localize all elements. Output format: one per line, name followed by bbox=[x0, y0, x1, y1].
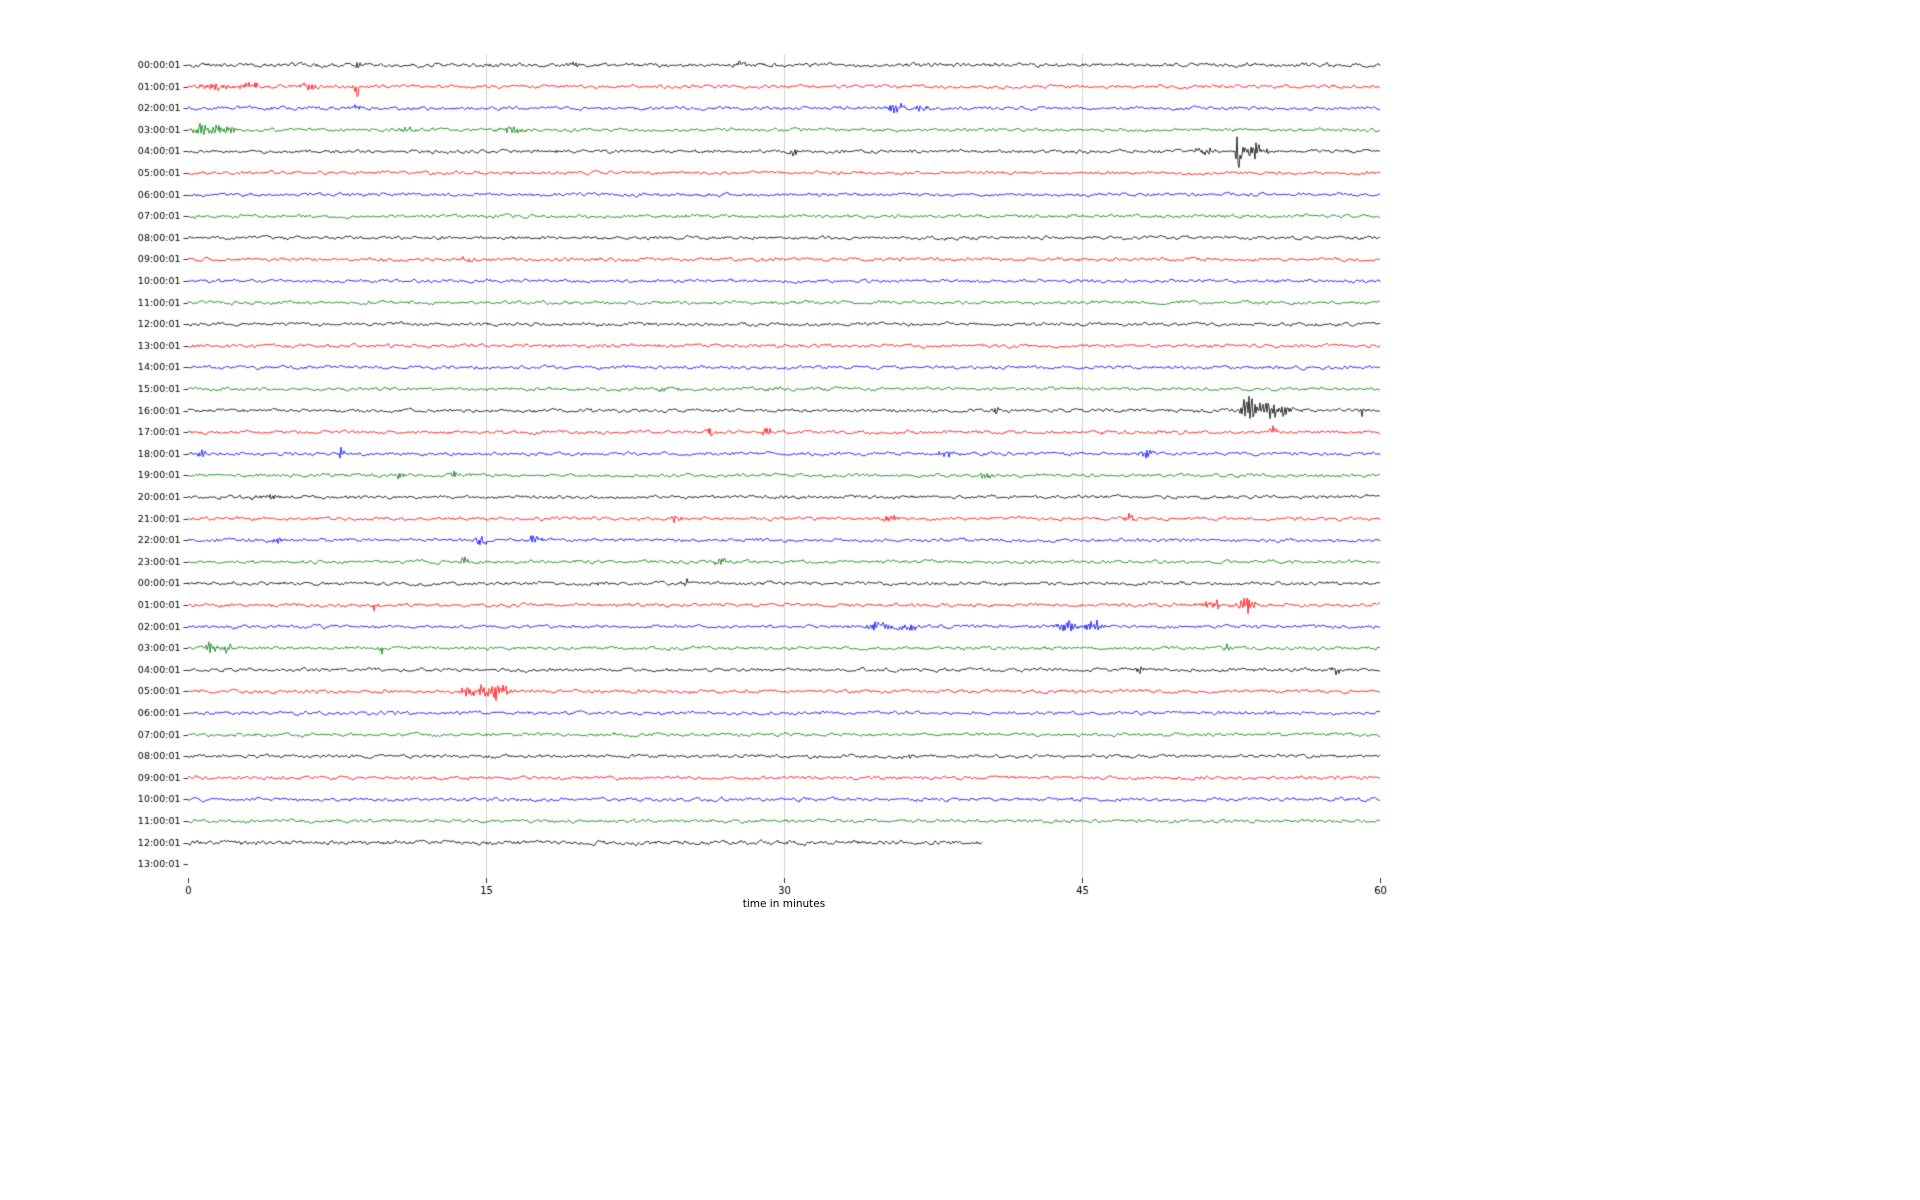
x-axis-label: time in minutes bbox=[742, 898, 826, 910]
